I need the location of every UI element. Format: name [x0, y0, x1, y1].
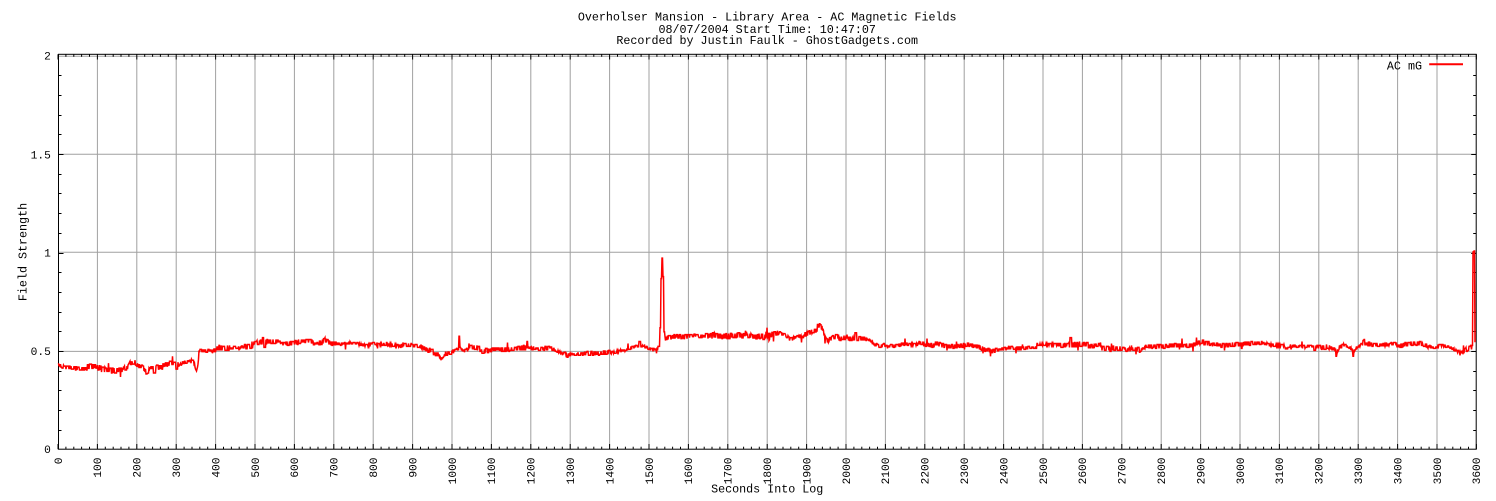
svg-text:1200: 1200	[527, 457, 539, 484]
svg-text:3400: 3400	[1393, 457, 1405, 484]
svg-text:3100: 3100	[1275, 457, 1287, 484]
svg-text:3500: 3500	[1433, 457, 1445, 484]
svg-text:3000: 3000	[1236, 457, 1248, 484]
svg-text:2400: 2400	[999, 457, 1011, 484]
svg-text:2500: 2500	[1039, 457, 1051, 484]
svg-text:2600: 2600	[1078, 457, 1090, 484]
svg-text:2000: 2000	[842, 457, 854, 484]
svg-text:2100: 2100	[881, 457, 893, 484]
svg-text:1100: 1100	[487, 457, 499, 484]
svg-text:300: 300	[172, 457, 184, 477]
svg-text:0: 0	[54, 457, 66, 464]
svg-text:1700: 1700	[724, 457, 736, 484]
svg-text:Overholser Mansion - Library A: Overholser Mansion - Library Area - AC M…	[578, 11, 957, 25]
svg-text:100: 100	[93, 457, 105, 477]
svg-text:1800: 1800	[763, 457, 775, 484]
svg-text:800: 800	[369, 457, 381, 477]
svg-text:400: 400	[211, 457, 223, 477]
svg-text:1500: 1500	[645, 457, 657, 484]
svg-text:1: 1	[44, 249, 51, 261]
svg-text:1400: 1400	[605, 457, 617, 484]
svg-text:0: 0	[44, 445, 51, 457]
svg-text:1000: 1000	[448, 457, 460, 484]
svg-text:Seconds Into Log: Seconds Into Log	[711, 483, 823, 496]
svg-text:2200: 2200	[921, 457, 933, 484]
svg-text:2: 2	[44, 52, 51, 64]
svg-text:AC mG: AC mG	[1387, 59, 1422, 73]
svg-text:2300: 2300	[960, 457, 972, 484]
svg-text:2700: 2700	[1118, 457, 1130, 484]
svg-text:3200: 3200	[1315, 457, 1327, 484]
svg-text:2900: 2900	[1196, 457, 1208, 484]
svg-text:1300: 1300	[566, 457, 578, 484]
svg-text:3600: 3600	[1472, 457, 1484, 484]
svg-text:08/07/2004 Start Time: 10:47:: 08/07/2004 Start Time: 10:47:07	[658, 23, 875, 37]
svg-text:200: 200	[133, 457, 145, 477]
svg-text:1900: 1900	[802, 457, 814, 484]
svg-text:1.5: 1.5	[31, 150, 51, 162]
svg-text:900: 900	[408, 457, 420, 477]
svg-text:600: 600	[290, 457, 302, 477]
svg-text:500: 500	[251, 457, 263, 477]
svg-text:Field Strength: Field Strength	[17, 203, 31, 301]
svg-text:Recorded by Justin Faulk - Gho: Recorded by Justin Faulk - GhostGadgets.…	[616, 34, 918, 48]
svg-text:700: 700	[330, 457, 342, 477]
svg-text:2800: 2800	[1157, 457, 1169, 484]
svg-text:0.5: 0.5	[31, 347, 51, 359]
svg-text:1600: 1600	[684, 457, 696, 484]
svg-text:3300: 3300	[1354, 457, 1366, 484]
